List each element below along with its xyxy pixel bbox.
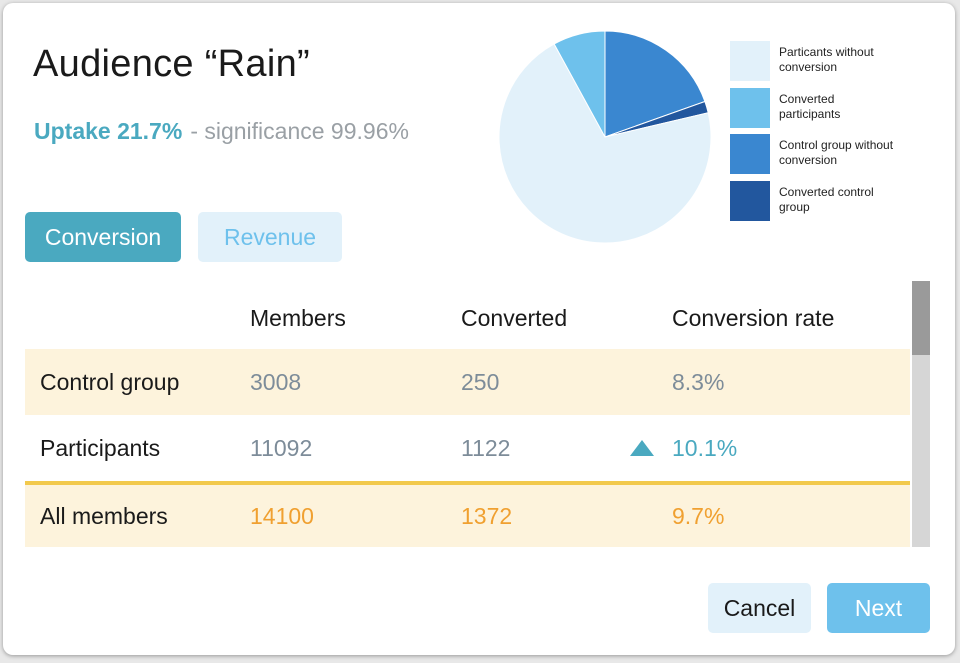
conversion-table: Members Converted Conversion rate Contro…	[25, 281, 910, 547]
members-value: 11092	[250, 434, 313, 461]
page-title: Audience “Rain”	[33, 43, 310, 85]
legend-item: Converted participants	[730, 88, 897, 128]
legend-label: Particants without conversion	[779, 45, 874, 74]
column-header-converted: Converted	[461, 305, 568, 331]
legend-label: Converted control group	[779, 185, 874, 214]
table-scrollbar[interactable]	[912, 281, 930, 547]
legend-item: Converted control group	[730, 181, 897, 221]
legend-label: Converted participants	[779, 92, 841, 121]
scrollbar-thumb[interactable]	[912, 281, 930, 355]
next-button[interactable]: Next	[827, 583, 930, 633]
table-row-participants: Participants 11092 1122 10.1%	[25, 415, 910, 481]
table-row-control-group: Control group 3008 250 8.3%	[25, 349, 910, 415]
legend-swatch	[730, 181, 770, 221]
members-value: 3008	[250, 368, 302, 395]
conversion-rate-value: 9.7%	[672, 502, 725, 529]
row-label: Control group	[40, 368, 180, 395]
row-label: All members	[40, 502, 168, 529]
table-row-all-members: All members 14100 1372 9.7%	[25, 481, 910, 547]
significance-text: - significance 99.96%	[190, 118, 409, 144]
legend-item: Control group without conversion	[730, 134, 897, 174]
row-label: Participants	[40, 434, 161, 461]
legend-label: Control group without conversion	[779, 138, 894, 167]
conversion-rate-value: 10.1%	[672, 434, 738, 461]
column-header-members: Members	[250, 305, 346, 331]
audience-dialog: Audience “Rain” Uptake 21.7% - significan…	[3, 3, 955, 655]
converted-value: 250	[461, 368, 500, 395]
pie-slice-converted-participants	[553, 30, 606, 138]
conversion-pie-chart	[498, 30, 712, 244]
conversion-rate-value: 8.3%	[672, 368, 725, 395]
legend-swatch	[730, 41, 770, 81]
members-value: 14100	[250, 502, 314, 529]
pie-slice-particants-without-conversion	[498, 43, 712, 244]
legend-item: Particants without conversion	[730, 41, 897, 81]
legend-swatch	[730, 134, 770, 174]
pie-slice-control-group-without-conversion	[604, 30, 706, 138]
column-header-conversion-rate: Conversion rate	[672, 305, 835, 331]
uptake-value: Uptake 21.7%	[34, 118, 183, 144]
triangle-up-icon	[630, 440, 654, 456]
legend-swatch	[730, 88, 770, 128]
tab-revenue[interactable]: Revenue	[198, 212, 342, 262]
converted-value: 1122	[461, 434, 511, 461]
uptake-summary: Uptake 21.7% - significance 99.96%	[34, 118, 409, 145]
cancel-button[interactable]: Cancel	[708, 583, 811, 633]
converted-value: 1372	[461, 502, 513, 529]
tab-conversion[interactable]: Conversion	[25, 212, 181, 262]
